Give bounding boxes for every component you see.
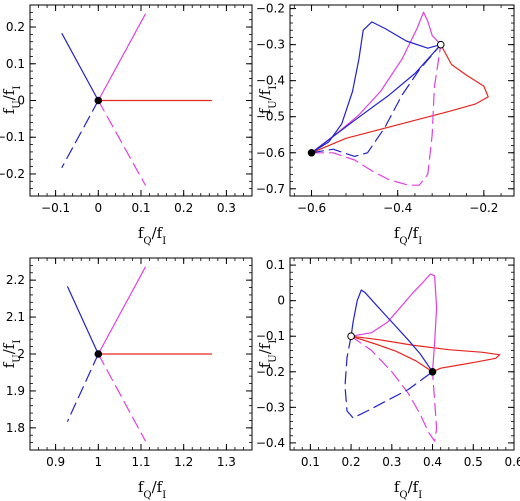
- x-tick-label: −0.2: [469, 201, 498, 215]
- y-tick-label: −0.7: [256, 182, 285, 196]
- x-tick-label: 0.1: [301, 455, 320, 469]
- x-tick-label: 1.1: [131, 455, 150, 469]
- panel-2: −0.6 −0.4 −0.2 −0.7 −0.6 −0.5 −0.4 −0.3 −0.2 fQ/f…: [256, 2, 515, 247]
- series-line-red: [310, 44, 489, 154]
- y-tick-label: 2.2: [6, 273, 25, 287]
- panel-4: 0.1 0.2 0.3 0.4 0.5 0.6 −0.4 −0.3 −0.2 −0.1 0 0.1 fQ…: [256, 257, 520, 501]
- y-tick-label: 2.1: [6, 310, 25, 324]
- x-tick-label: 0.4: [423, 455, 442, 469]
- y-axis-label: fU/fI: [0, 86, 23, 115]
- y-tick-label: −0.3: [256, 38, 285, 52]
- x-tick-label: 0.3: [217, 201, 236, 215]
- series-line-blue: [67, 353, 99, 422]
- y-tick-label: 1.8: [6, 421, 25, 435]
- y-axis-label: fU/fI: [256, 340, 279, 369]
- x-tick-label: −0.6: [297, 201, 326, 215]
- panel-3: 0.9 1 1.1 1.2 1.3 1.8 1.9 2 2.1 2.2 fQ/fI fU/fI: [0, 257, 253, 501]
- series-line-blue: [61, 33, 99, 102]
- y-tick-label: −0.6: [256, 146, 285, 160]
- series-line-blue: [67, 286, 99, 355]
- series-group: [67, 266, 212, 442]
- panel-1: −0.1 0 0.1 0.2 0.3 −0.2 −0.1 0 0.1 0.2 fQ/fI fU/fI: [0, 4, 253, 247]
- filled-marker: [94, 96, 103, 105]
- x-tick-label: 0.3: [382, 455, 401, 469]
- y-tick-label: −0.4: [256, 436, 285, 450]
- y-tick-label: −0.2: [0, 167, 25, 181]
- x-tick-label: 0.5: [464, 455, 483, 469]
- series-line-magenta: [97, 266, 146, 355]
- x-axis-label: fQ/fI: [138, 224, 166, 247]
- x-axis-label: fQ/fI: [138, 478, 166, 501]
- series-group: [344, 273, 501, 442]
- series-line-magenta: [310, 11, 442, 154]
- x-tick-label: 0.1: [131, 201, 150, 215]
- series-group: [310, 11, 489, 186]
- y-tick-label: 0: [277, 294, 285, 308]
- y-tick-label: −0.4: [256, 74, 285, 88]
- y-tick-label: 0: [17, 94, 25, 108]
- y-tick-label: −0.3: [256, 400, 285, 414]
- series-line-magenta: [97, 13, 146, 102]
- y-tick-label: 0.2: [6, 20, 25, 34]
- series-line-blue: [344, 335, 434, 419]
- series-line-magenta: [97, 353, 146, 442]
- series-line-blue: [350, 289, 434, 373]
- y-axis-label: fU/fI: [0, 340, 23, 369]
- y-tick-label: −0.1: [0, 130, 25, 144]
- series-line-magenta: [350, 335, 438, 442]
- filled-marker: [94, 350, 103, 358]
- y-tick-label: 1.9: [6, 384, 25, 398]
- x-tick-label: 1.3: [217, 455, 236, 469]
- x-tick-label: 0.2: [342, 455, 361, 469]
- open-marker: [436, 40, 445, 49]
- x-tick-label: 0.2: [174, 201, 193, 215]
- y-tick-label: −0.5: [256, 110, 285, 124]
- series-group: [61, 13, 212, 186]
- plot-frame: [289, 4, 515, 197]
- open-marker: [347, 332, 355, 341]
- series-line-blue: [310, 44, 442, 154]
- series-line-red: [350, 335, 434, 373]
- series-line-blue: [310, 44, 442, 157]
- x-axis-label: fQ/fI: [394, 478, 422, 501]
- x-tick-label: 1.2: [174, 455, 193, 469]
- y-tick-label: 2: [17, 347, 25, 361]
- filled-marker: [428, 367, 437, 376]
- x-tick-label: 1: [94, 455, 102, 469]
- x-tick-label: 0: [94, 201, 102, 215]
- x-axis-label: fQ/fI: [394, 224, 422, 247]
- filled-marker: [307, 148, 316, 157]
- series-line-blue: [61, 99, 99, 168]
- series-line-red: [350, 335, 501, 373]
- y-axis-label: fU/fI: [256, 86, 279, 115]
- x-tick-label: −0.4: [383, 201, 412, 215]
- y-tick-label: 0.1: [266, 258, 285, 272]
- x-tick-label: −0.1: [41, 201, 70, 215]
- series-line-magenta: [97, 99, 146, 186]
- series-line-magenta: [350, 273, 438, 373]
- series-line-magenta: [310, 44, 442, 186]
- y-tick-label: −0.2: [256, 365, 285, 379]
- y-tick-label: −0.2: [256, 2, 285, 16]
- y-tick-label: 0.1: [6, 57, 25, 71]
- y-tick-label: −0.1: [256, 329, 285, 343]
- x-tick-label: 0.9: [46, 455, 65, 469]
- x-tick-label: 0.6: [504, 455, 520, 469]
- plot-frame: [289, 257, 515, 451]
- series-line-blue: [310, 21, 442, 154]
